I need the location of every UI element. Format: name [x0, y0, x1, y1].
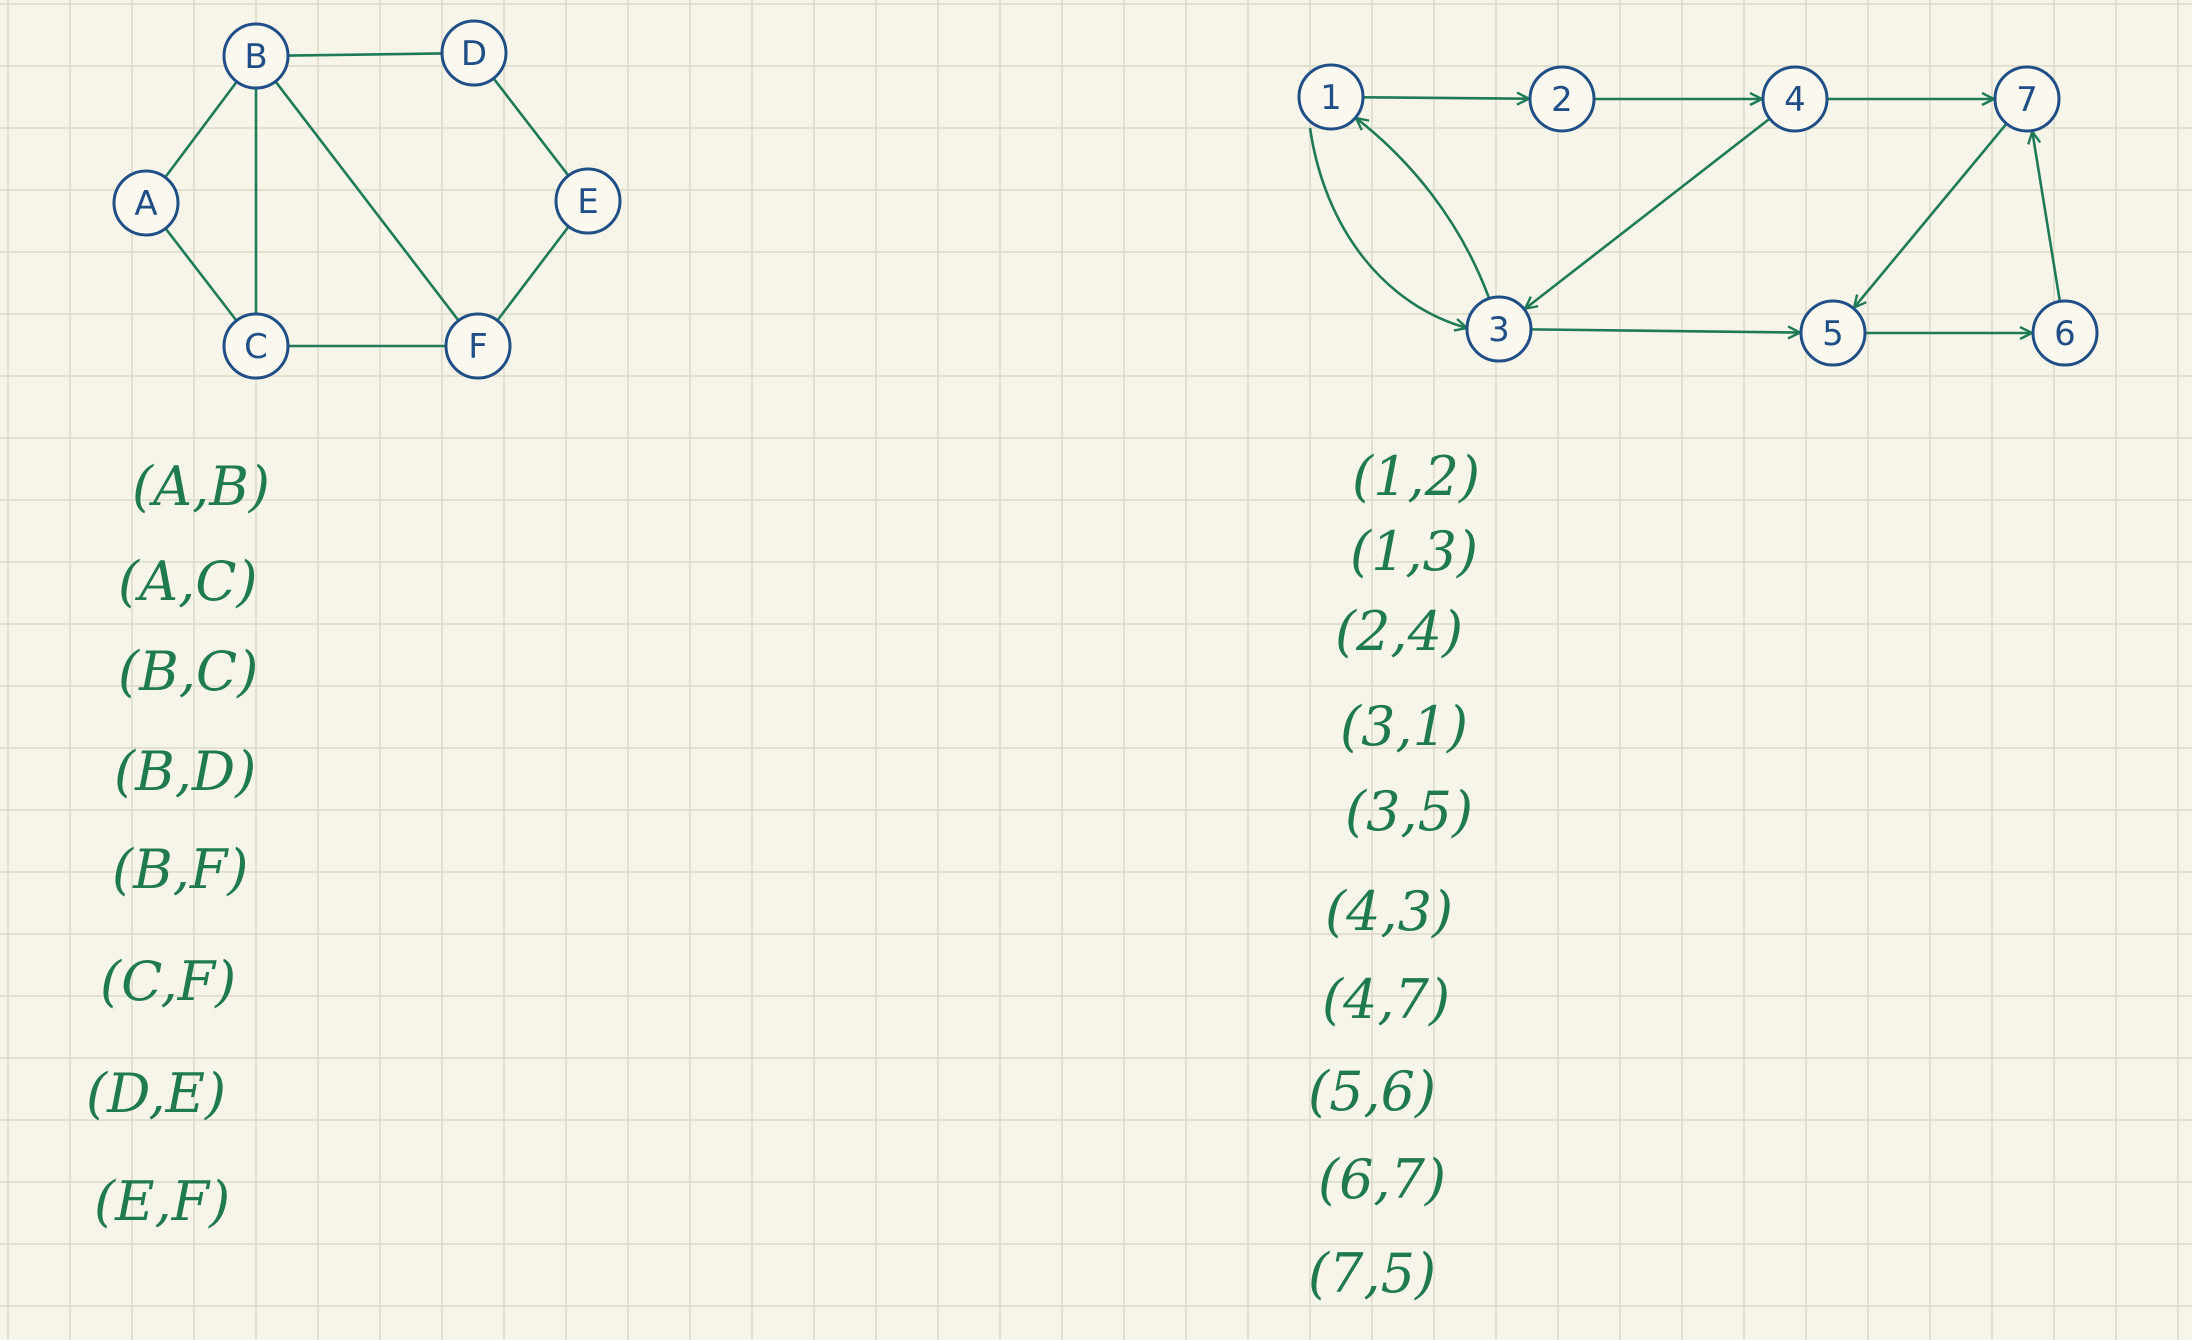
- undirected-edge-item-4: (B,D): [114, 740, 256, 803]
- undirected-edge-item-7: (D,E): [86, 1062, 226, 1125]
- node-D: D: [440, 19, 508, 87]
- directed-edge-item-9: (6,7): [1318, 1148, 1446, 1211]
- node-3: 3: [1465, 295, 1533, 363]
- directed-edge-item-1: (1,2): [1352, 445, 1480, 508]
- directed-edge-item-4: (3,1): [1340, 695, 1468, 758]
- undirected-edge-item-1: (A,B): [132, 455, 270, 518]
- edge-A-C: [164, 227, 238, 322]
- node-6: 6: [2031, 299, 2099, 367]
- node-circle: [222, 22, 290, 90]
- node-circle: [2031, 299, 2099, 367]
- node-circle: [444, 312, 512, 380]
- node-E: E: [554, 167, 622, 235]
- node-circle: [1761, 65, 1829, 133]
- node-label: E: [577, 182, 598, 222]
- arc-3-5: [1530, 329, 1800, 332]
- directed-edges: [1308, 97, 2062, 333]
- undirected-edges: [164, 52, 570, 348]
- node-circle: [222, 312, 290, 380]
- node-C: C: [222, 312, 290, 380]
- node-circle: [554, 167, 622, 235]
- directed-edge-item-10: (7,5): [1308, 1242, 1436, 1305]
- arc-3-1: [1356, 118, 1491, 299]
- node-circle: [440, 19, 508, 87]
- node-2: 2: [1528, 65, 1596, 133]
- node-label: 1: [1320, 78, 1342, 118]
- edge-B-D: [287, 52, 443, 57]
- node-A: A: [112, 169, 180, 237]
- directed-edge-item-6: (4,3): [1325, 880, 1453, 943]
- node-label: C: [244, 327, 268, 367]
- node-label: 5: [1822, 314, 1844, 354]
- node-B: B: [222, 22, 290, 90]
- node-circle: [1799, 299, 1867, 367]
- arc-1-2: [1362, 97, 1529, 98]
- undirected-nodes: A B C D E F: [112, 19, 622, 380]
- undirected-edge-item-2: (A,C): [118, 550, 258, 613]
- directed-edge-item-2: (1,3): [1350, 520, 1478, 583]
- arc-7-5: [1854, 122, 2008, 308]
- directed-nodes: 1 2 3 4 5 6 7: [1297, 63, 2099, 367]
- node-label: B: [244, 37, 267, 77]
- node-circle: [112, 169, 180, 237]
- arc-1-3: [1308, 127, 1467, 328]
- node-circle: [1297, 63, 1365, 131]
- directed-edge-item-7: (4,7): [1322, 968, 1450, 1031]
- node-7: 7: [1993, 65, 2061, 133]
- directed-edge-list: (1,2) (1,3) (2,4) (3,1) (3,5) (4,3) (4,7) (5,6)…: [1308, 445, 1480, 1305]
- node-label: 4: [1784, 80, 1806, 120]
- undirected-edge-list: (A,B) (A,C) (B,C) (B,D) (B,F) (C,F) (D,E) (E,F): [86, 455, 270, 1233]
- undirected-edge-item-8: (E,F): [94, 1170, 230, 1233]
- undirected-edge-item-6: (C,F): [100, 950, 236, 1013]
- node-circle: [1465, 295, 1533, 363]
- node-label: A: [134, 184, 157, 224]
- node-label: D: [461, 34, 487, 74]
- arc-6-7: [2032, 132, 2062, 302]
- node-1: 1: [1297, 63, 1365, 131]
- directed-graph: 1 2 3 4 5 6 7: [1297, 63, 2099, 367]
- undirected-graph: A B C D E F: [112, 19, 622, 380]
- node-F: F: [444, 312, 512, 380]
- node-label: 3: [1488, 310, 1510, 350]
- node-label: F: [468, 327, 488, 367]
- undirected-edge-item-5: (B,F): [112, 838, 248, 901]
- edge-D-E: [492, 77, 570, 177]
- directed-edge-item-8: (5,6): [1308, 1060, 1436, 1123]
- node-circle: [1528, 65, 1596, 133]
- node-label: 7: [2016, 80, 2038, 120]
- node-label: 6: [2054, 314, 2076, 354]
- node-5: 5: [1799, 299, 1867, 367]
- edge-A-B: [164, 80, 238, 179]
- node-label: 2: [1551, 80, 1573, 120]
- arc-4-3: [1525, 117, 1771, 309]
- directed-edge-item-3: (2,4): [1335, 600, 1463, 663]
- edge-E-F: [496, 225, 570, 322]
- undirected-edge-item-3: (B,C): [118, 640, 258, 703]
- edge-B-F: [274, 80, 460, 322]
- directed-edge-item-5: (3,5): [1345, 780, 1473, 843]
- node-4: 4: [1761, 65, 1829, 133]
- node-circle: [1993, 65, 2061, 133]
